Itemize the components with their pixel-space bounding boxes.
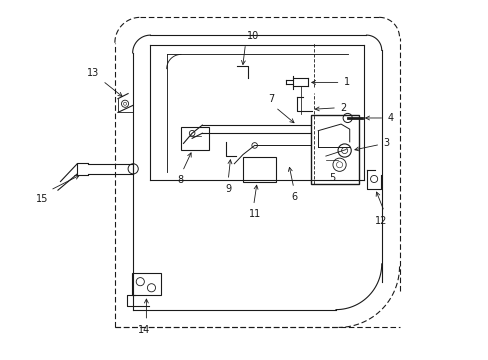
Bar	[310, 115, 358, 184]
Text: 8: 8	[177, 175, 183, 185]
Text: 15: 15	[36, 194, 49, 204]
Text: 11: 11	[248, 209, 260, 219]
Text: 2: 2	[339, 103, 346, 113]
Circle shape	[128, 164, 138, 174]
Bar	[181, 127, 209, 149]
Text: 9: 9	[224, 184, 231, 194]
Circle shape	[343, 113, 351, 122]
Text: 10: 10	[246, 31, 259, 41]
Text: 6: 6	[291, 192, 297, 202]
Text: 14: 14	[138, 325, 150, 335]
Text: 4: 4	[386, 113, 393, 123]
Bar	[243, 157, 275, 181]
Text: 5: 5	[328, 173, 335, 183]
Text: 13: 13	[87, 68, 100, 78]
Text: 1: 1	[343, 77, 349, 87]
Text: 3: 3	[383, 138, 388, 148]
Text: 12: 12	[374, 216, 386, 226]
Circle shape	[251, 143, 257, 148]
Bar	[132, 273, 160, 296]
Circle shape	[189, 130, 195, 136]
Text: 7: 7	[268, 94, 274, 104]
